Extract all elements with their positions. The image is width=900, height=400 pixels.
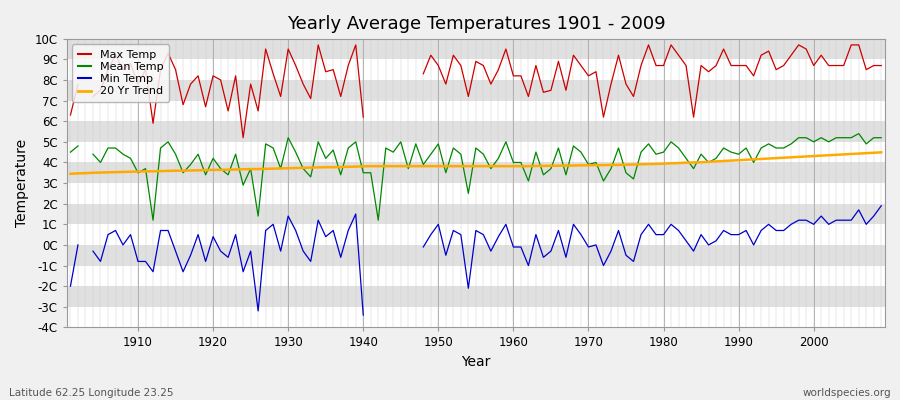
Legend: Max Temp, Mean Temp, Min Temp, 20 Yr Trend: Max Temp, Mean Temp, Min Temp, 20 Yr Tre… <box>72 44 169 102</box>
Bar <box>67 162 885 183</box>
Bar <box>67 183 885 204</box>
Bar <box>67 100 885 121</box>
Bar <box>67 59 885 80</box>
Text: worldspecies.org: worldspecies.org <box>803 388 891 398</box>
Bar <box>67 204 885 224</box>
Bar <box>67 307 885 328</box>
Bar <box>67 224 885 245</box>
Bar <box>67 121 885 142</box>
Bar <box>67 142 885 162</box>
Title: Yearly Average Temperatures 1901 - 2009: Yearly Average Temperatures 1901 - 2009 <box>286 15 665 33</box>
Bar <box>67 245 885 266</box>
Y-axis label: Temperature: Temperature <box>15 139 29 227</box>
Bar <box>67 286 885 307</box>
Bar <box>67 266 885 286</box>
X-axis label: Year: Year <box>461 355 491 369</box>
Bar <box>67 80 885 100</box>
Bar <box>67 39 885 59</box>
Text: Latitude 62.25 Longitude 23.25: Latitude 62.25 Longitude 23.25 <box>9 388 174 398</box>
